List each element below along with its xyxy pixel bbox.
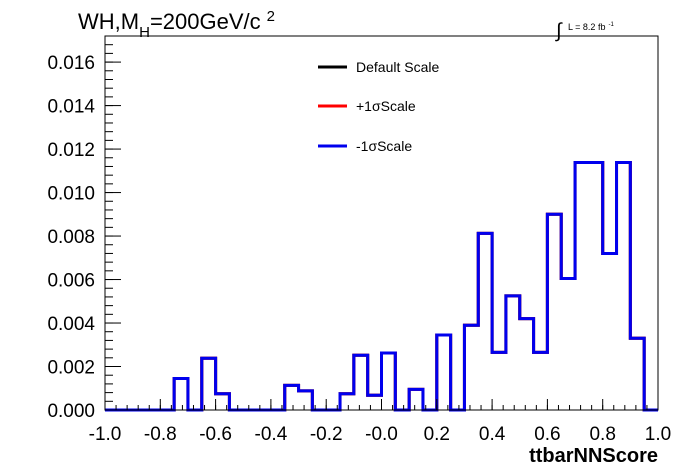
lumi-text: L = 8.2 fb	[568, 22, 605, 32]
legend-label: +1σScale	[356, 98, 416, 114]
x-tick-label: 0.6	[534, 424, 560, 445]
y-tick-label: 0.002	[47, 358, 95, 379]
y-tick-label: 0.016	[47, 53, 95, 74]
lumi-label: L = 8.2 fb -1	[568, 22, 614, 32]
y-tick-label: 0.010	[47, 184, 95, 205]
y-tick-label: 0.008	[47, 227, 95, 248]
y-tick-label: 0.012	[47, 140, 95, 161]
x-tick-label: -0.0	[365, 424, 398, 445]
x-tick-label: 0.8	[589, 424, 615, 445]
y-tick-label: 0.006	[47, 271, 95, 292]
x-axis-label: ttbarNNScore	[529, 445, 658, 467]
x-tick-label: -0.2	[310, 424, 343, 445]
y-tick-label: 0.014	[47, 97, 95, 118]
x-tick-label: -0.8	[144, 424, 177, 445]
title-subscript: H	[139, 24, 150, 41]
lumi-integral-sign: ∫	[555, 20, 563, 42]
y-tick-label: 0.000	[47, 401, 95, 422]
title-main: WH,M	[78, 9, 139, 34]
x-tick-label: -0.6	[199, 424, 232, 445]
x-tick-label: 0.2	[424, 424, 450, 445]
x-tick-label: -1.0	[89, 424, 122, 445]
chart-title: WH,MH=200GeV/c 2	[78, 8, 275, 41]
lumi-superscript: -1	[608, 22, 614, 28]
title-superscript: 2	[267, 8, 275, 25]
x-tick-label: 0.4	[479, 424, 506, 445]
x-tick-label: 1.0	[645, 424, 671, 445]
y-tick-label: 0.004	[47, 314, 95, 335]
legend-label: -1σScale	[356, 138, 412, 154]
ticks-layer: -1.0 -0.8 -0.6 -0.4 -0.2 -0.0 0.2 0.4 0.6 0.8 1.0 0…	[47, 35, 671, 445]
title-rest: =200GeV/c	[150, 9, 261, 34]
legend-label: Default Scale	[356, 59, 439, 75]
x-tick-label: -0.4	[255, 424, 288, 445]
legend: Default Scale +1σScale -1σScale	[318, 59, 439, 154]
